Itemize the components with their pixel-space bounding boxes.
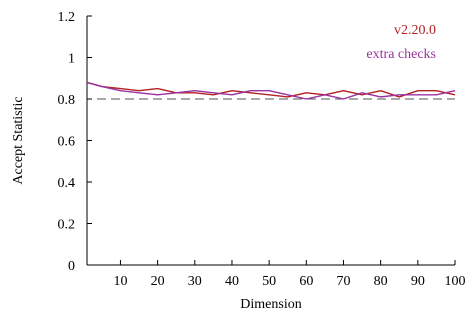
y-tick-label: 0.2 [58, 218, 76, 233]
x-tick-label: 100 [445, 274, 466, 289]
x-tick-label: 10 [113, 274, 127, 289]
x-tick-label: 40 [225, 274, 239, 289]
x-tick-label: 50 [262, 274, 276, 289]
x-tick-label: 90 [411, 274, 425, 289]
y-tick-label: 0.8 [58, 93, 76, 108]
y-tick-label: 0 [68, 259, 75, 274]
x-tick-label: 30 [188, 274, 202, 289]
y-axis-label: Accept Statistic [11, 96, 26, 184]
x-axis-label: Dimension [240, 297, 301, 312]
x-tick-label: 60 [299, 274, 313, 289]
legend-entry-extra-checks: extra checks [366, 47, 436, 62]
x-tick-label: 20 [151, 274, 165, 289]
y-tick-label: 0.4 [58, 176, 76, 191]
x-ticks: 10 20 30 40 50 60 70 80 90 100 [113, 260, 466, 289]
y-tick-label: 1 [68, 52, 75, 67]
legend-entry-v2-20-0: v2.20.0 [394, 23, 436, 38]
y-tick-label: 1.2 [58, 10, 76, 25]
legend: v2.20.0 extra checks [366, 23, 436, 62]
series-lines [86, 81, 456, 100]
y-ticks: 0 0.2 0.4 0.6 0.8 1 1.2 [58, 10, 92, 274]
series-line-1 [86, 81, 456, 100]
x-tick-label: 70 [336, 274, 350, 289]
x-tick-label: 80 [374, 274, 388, 289]
y-tick-label: 0.6 [58, 135, 76, 150]
